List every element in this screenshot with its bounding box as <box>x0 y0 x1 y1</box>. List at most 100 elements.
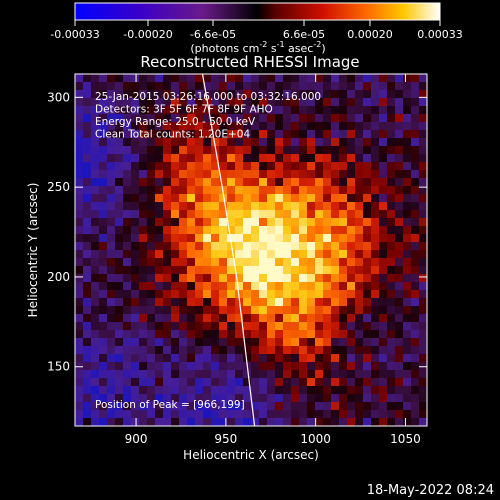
heatmap-cell <box>331 250 340 259</box>
heatmap-cell <box>259 186 268 195</box>
heatmap-cell <box>307 98 316 107</box>
heatmap-cell <box>395 306 404 315</box>
heatmap-cell <box>275 82 284 91</box>
heatmap-cell <box>147 306 156 315</box>
heatmap-cell <box>187 74 196 83</box>
heatmap-cell <box>75 290 84 299</box>
heatmap-cell <box>179 74 188 83</box>
heatmap-cell <box>267 114 276 123</box>
heatmap-cell <box>403 210 412 219</box>
heatmap-cell <box>203 266 212 275</box>
heatmap-cell <box>195 106 204 115</box>
heatmap-cell <box>251 418 260 426</box>
heatmap-cell <box>83 298 92 307</box>
heatmap-cell <box>235 362 244 371</box>
heatmap-cell <box>363 170 372 179</box>
heatmap-cell <box>299 354 308 363</box>
heatmap-cell <box>211 210 220 219</box>
heatmap-cell <box>83 154 92 163</box>
heatmap-cell <box>411 322 420 331</box>
heatmap-cell <box>75 410 84 419</box>
heatmap-cell <box>339 410 348 419</box>
heatmap-cell <box>91 266 100 275</box>
heatmap-cell <box>371 258 380 267</box>
heatmap-cell <box>403 402 412 411</box>
heatmap-cell <box>75 106 84 115</box>
heatmap-cell <box>139 242 148 251</box>
heatmap-cell <box>299 378 308 387</box>
heatmap-cell <box>379 138 388 147</box>
heatmap-cell <box>211 138 220 147</box>
heatmap-cell <box>155 258 164 267</box>
heatmap-cell <box>323 410 332 419</box>
heatmap-cell <box>331 146 340 155</box>
heatmap-cell <box>283 178 292 187</box>
heatmap-cell <box>227 418 236 426</box>
heatmap-cell <box>283 202 292 211</box>
heatmap-cell <box>291 130 300 139</box>
heatmap-cell <box>339 234 348 243</box>
heatmap-cell <box>123 98 132 107</box>
heatmap-cell <box>251 82 260 91</box>
heatmap-cell <box>315 378 324 387</box>
heatmap-cell <box>243 290 252 299</box>
heatmap-cell <box>219 162 228 171</box>
heatmap-cell <box>91 394 100 403</box>
heatmap-cell <box>139 178 148 187</box>
heatmap-cell <box>163 74 172 83</box>
heatmap-cell <box>347 354 356 363</box>
heatmap-cell <box>411 130 420 139</box>
heatmap-cell <box>251 354 260 363</box>
heatmap-cell <box>211 362 220 371</box>
heatmap-cell <box>147 186 156 195</box>
heatmap-cell <box>387 266 396 275</box>
heatmap-cell <box>203 378 212 387</box>
annotation-line: Detectors: 3F 5F 6F 7F 8F 9F AHO <box>95 104 273 116</box>
heatmap-cell <box>83 338 92 347</box>
heatmap-cell <box>299 90 308 99</box>
heatmap-cell <box>163 130 172 139</box>
heatmap-cell <box>83 402 92 411</box>
heatmap-cell <box>251 178 260 187</box>
heatmap-cell <box>155 346 164 355</box>
heatmap-cell <box>339 210 348 219</box>
heatmap-cell <box>171 370 180 379</box>
heatmap-cell <box>107 274 116 283</box>
heatmap-cell <box>379 354 388 363</box>
heatmap-cell <box>219 370 228 379</box>
heatmap-cell <box>219 226 228 235</box>
heatmap-cell <box>243 106 252 115</box>
heatmap-cell <box>147 266 156 275</box>
heatmap-cell <box>75 354 84 363</box>
heatmap-cell <box>299 226 308 235</box>
heatmap-cell <box>139 314 148 323</box>
heatmap-cell <box>307 282 316 291</box>
heatmap-cell <box>155 314 164 323</box>
heatmap-cell <box>267 282 276 291</box>
heatmap-cell <box>379 370 388 379</box>
heatmap-cell <box>187 98 196 107</box>
heatmap-cell <box>115 314 124 323</box>
heatmap-cell <box>387 106 396 115</box>
heatmap-cell <box>419 130 427 139</box>
heatmap-cell <box>411 90 420 99</box>
heatmap-cell <box>291 314 300 323</box>
heatmap-cell <box>363 290 372 299</box>
heatmap-cell <box>195 234 204 243</box>
heatmap-cell <box>259 250 268 259</box>
heatmap-cell <box>315 106 324 115</box>
heatmap-cell <box>75 90 84 99</box>
heatmap-cell <box>251 274 260 283</box>
heatmap-cell <box>259 330 268 339</box>
heatmap-cell <box>267 418 276 426</box>
heatmap-cell <box>163 178 172 187</box>
heatmap-cell <box>379 282 388 291</box>
heatmap-cell <box>387 258 396 267</box>
heatmap-cell <box>419 194 427 203</box>
heatmap-cell <box>323 322 332 331</box>
heatmap-cell <box>291 170 300 179</box>
heatmap-cell <box>315 74 324 83</box>
heatmap-cell <box>219 146 228 155</box>
heatmap-cell <box>331 106 340 115</box>
heatmap-cell <box>131 106 140 115</box>
